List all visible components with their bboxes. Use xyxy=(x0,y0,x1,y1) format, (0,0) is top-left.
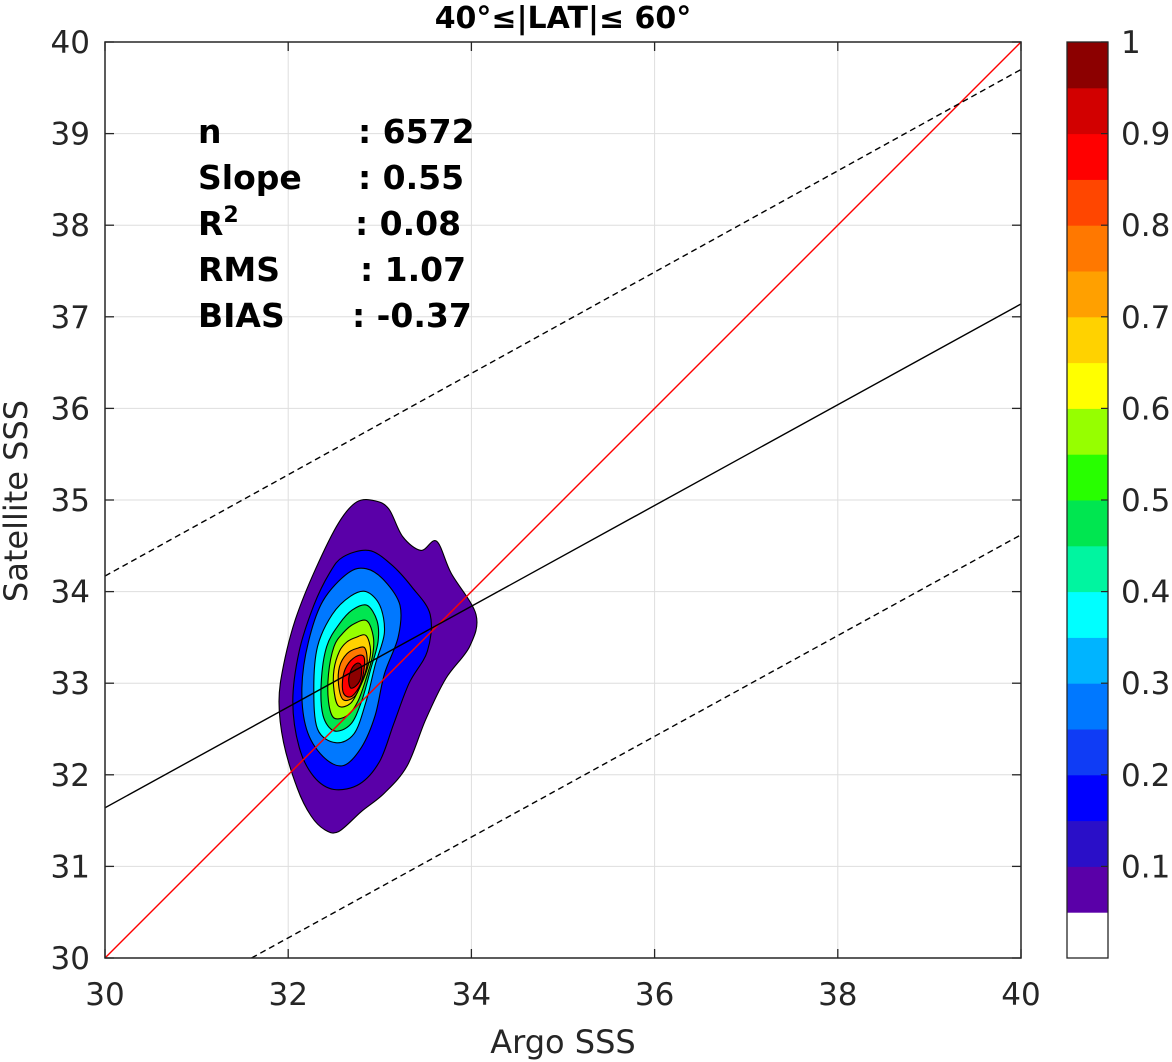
chart-title: 40°≤|LAT|≤ 60° xyxy=(435,1,692,36)
colorbar-tick-label: 0.4 xyxy=(1121,575,1170,611)
reference-lines xyxy=(105,42,1021,958)
y-tick-label: 38 xyxy=(51,208,90,244)
colorbar-band xyxy=(1067,637,1108,684)
colorbar-tick-label: 1 xyxy=(1121,25,1141,61)
y-tick-label: 33 xyxy=(51,666,90,702)
x-tick-label: 36 xyxy=(635,977,674,1013)
x-tick-label: 30 xyxy=(85,977,124,1013)
colorbar-band xyxy=(1067,408,1108,455)
colorbar-band xyxy=(1067,362,1108,409)
upper-bound-line xyxy=(105,68,1021,577)
colorbar-band xyxy=(1067,729,1108,776)
colorbar-band xyxy=(1067,271,1108,318)
stat-superscript: 2 xyxy=(223,203,238,228)
stat-value: : 0.08 xyxy=(355,204,461,243)
colorbar-tick-label: 0.5 xyxy=(1121,483,1170,519)
colorbar-band xyxy=(1067,774,1108,822)
stat-label: RMS xyxy=(198,250,280,289)
y-axis-title: Satellite SSS xyxy=(0,400,35,602)
colorbar-band xyxy=(1067,545,1108,593)
stat-label: Slope xyxy=(198,158,302,197)
density-contours xyxy=(278,499,478,834)
stat-label: BIAS xyxy=(198,296,285,335)
colorbar-tick-label: 0.7 xyxy=(1121,300,1170,336)
stat-value: : -0.37 xyxy=(352,296,472,335)
y-tick-label: 37 xyxy=(51,300,90,336)
stat-label: n xyxy=(198,112,222,151)
colorbar-tick-label: 0.2 xyxy=(1121,758,1170,794)
y-tick-label: 31 xyxy=(51,849,90,885)
regression-line xyxy=(105,303,1021,809)
x-axis-title: Argo SSS xyxy=(490,1023,635,1061)
y-tick-label: 39 xyxy=(51,117,90,153)
y-tick-label: 30 xyxy=(51,941,90,977)
x-tick-label: 40 xyxy=(1001,977,1040,1013)
y-tick-label: 32 xyxy=(51,758,90,794)
stat-value: : 1.07 xyxy=(360,250,466,289)
y-tick-label: 35 xyxy=(51,483,90,519)
colorbar-band xyxy=(1067,500,1108,547)
colorbar-band xyxy=(1067,820,1108,867)
stat-value: : 6572 xyxy=(358,112,475,151)
colorbar-band xyxy=(1067,866,1108,913)
stat-label: R2 xyxy=(198,203,239,243)
colorbar: 0.1 0.2 0.3 0.4 0.5 0.6 0.7 0.8 0.9 1 xyxy=(1066,25,1170,959)
colorbar-band xyxy=(1067,179,1108,226)
colorbar-band xyxy=(1067,912,1108,959)
y-tick-label: 36 xyxy=(51,391,90,427)
colorbar-band xyxy=(1067,42,1108,89)
colorbar-band xyxy=(1067,133,1108,180)
colorbar-band xyxy=(1067,316,1108,364)
x-tick-label: 32 xyxy=(268,977,307,1013)
x-tick-label: 34 xyxy=(452,977,491,1013)
colorbar-tick-label: 0.9 xyxy=(1121,117,1170,153)
colorbar-band xyxy=(1067,454,1108,501)
stats-box: n : 6572 Slope : 0.55 R2 : 0.08 RMS : 1.07 BIAS:… xyxy=(198,112,475,335)
colorbar-band xyxy=(1067,683,1108,730)
y-tick-label: 40 xyxy=(51,25,90,61)
one-to-one-line xyxy=(105,42,1021,958)
colorbar-band xyxy=(1067,591,1108,638)
stat-value: : 0.55 xyxy=(358,158,464,197)
y-tick-label: 34 xyxy=(51,575,90,611)
colorbar-band xyxy=(1067,225,1108,272)
x-tick-label: 38 xyxy=(818,977,857,1013)
lower-bound-line xyxy=(251,534,1021,958)
colorbar-tick-label: 0.1 xyxy=(1121,849,1170,885)
colorbar-tick-label: 0.6 xyxy=(1121,391,1170,427)
colorbar-tick-label: 0.8 xyxy=(1121,208,1170,244)
line-group xyxy=(105,42,1021,958)
colorbar-tick-label: 0.3 xyxy=(1121,666,1170,702)
colorbar-band xyxy=(1067,87,1108,135)
axis-ticks: 30 32 34 36 38 40 30 31 32 33 34 35 36 37 38 39 40 xyxy=(51,25,1041,1013)
